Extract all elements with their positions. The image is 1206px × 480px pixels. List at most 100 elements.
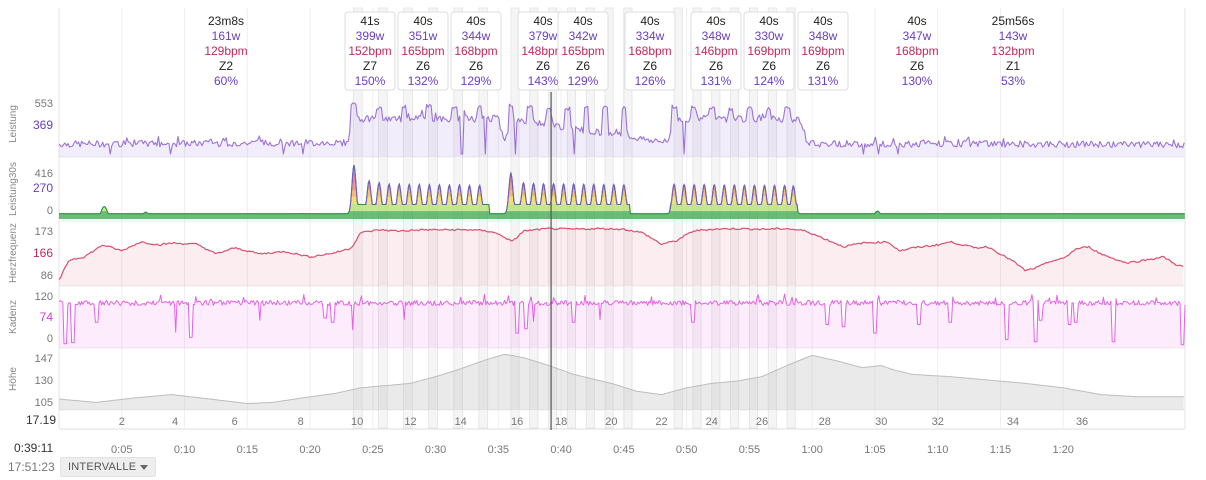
series-line-hoehe bbox=[58, 354, 1184, 404]
interval-power: 334w bbox=[636, 29, 665, 43]
p30-peak-outline-5 bbox=[404, 183, 413, 205]
p30-zone-0 bbox=[59, 211, 1185, 219]
interval-power: 161w bbox=[212, 29, 241, 43]
interval-hr: 165bpm bbox=[561, 44, 604, 58]
interval-label-box bbox=[344, 11, 396, 91]
chevron-down-icon bbox=[140, 465, 148, 470]
interval-label-box bbox=[690, 11, 742, 91]
p30-peak-outline-9 bbox=[445, 183, 454, 205]
p30-peak-outline-3 bbox=[384, 182, 393, 205]
interval-label-box bbox=[557, 11, 609, 91]
series-line-herzfrequenz bbox=[58, 227, 1184, 280]
interval-zone: Z1 bbox=[1006, 59, 1020, 73]
time-tick-11: 1:00 bbox=[801, 444, 822, 456]
distance-tick-10: 22 bbox=[655, 416, 667, 428]
distance-tick-11: 24 bbox=[706, 416, 718, 428]
p30-peak-outline-6 bbox=[414, 183, 423, 205]
p30-peak-outline-31 bbox=[730, 183, 739, 205]
time-tick-5: 0:30 bbox=[425, 444, 446, 456]
interval-hr: 168bpm bbox=[454, 44, 497, 58]
time-tick-2: 0:15 bbox=[237, 444, 258, 456]
distance-tick-14: 30 bbox=[875, 416, 887, 428]
p30-peak-outline-11 bbox=[465, 184, 474, 205]
p30-peak-outline-4 bbox=[394, 182, 403, 205]
y-tick-hoehe-1: 130 bbox=[35, 375, 53, 387]
intervals-dropdown-label: INTERVALLE bbox=[68, 461, 137, 473]
time-tick-12: 1:05 bbox=[864, 444, 885, 456]
time-tick-14: 1:15 bbox=[990, 444, 1011, 456]
interval-pct: 60% bbox=[214, 74, 238, 88]
time-tick-3: 0:20 bbox=[299, 444, 320, 456]
distance-tick-17: 36 bbox=[1076, 416, 1088, 428]
y-tick-kadenz-0: 120 bbox=[35, 291, 53, 303]
axis-title-leistung: Leistung bbox=[8, 105, 19, 143]
distance-tick-8: 18 bbox=[555, 416, 567, 428]
p30-peak-outline-7 bbox=[424, 183, 434, 205]
interval-pct: 131% bbox=[701, 74, 732, 88]
interval-pct: 126% bbox=[635, 74, 666, 88]
interval-duration: 40s bbox=[759, 14, 778, 28]
interval-zone: Z6 bbox=[469, 59, 483, 73]
time-tick-1: 0:10 bbox=[174, 444, 195, 456]
interval-power: 330w bbox=[755, 29, 784, 43]
p30-peak-outline-21 bbox=[589, 182, 599, 205]
series-area-hoehe bbox=[59, 354, 1184, 410]
interval-label-box bbox=[743, 11, 795, 91]
interval-pct: 124% bbox=[754, 74, 785, 88]
interval-label-box bbox=[624, 11, 676, 91]
distance-tick-1: 4 bbox=[172, 416, 178, 428]
interval-pct: 132% bbox=[408, 74, 439, 88]
interval-duration: 23m8s bbox=[208, 14, 244, 28]
interval-hr: 132bpm bbox=[991, 44, 1034, 58]
distance-tick-2: 6 bbox=[232, 416, 238, 428]
interval-hr: 165bpm bbox=[401, 44, 444, 58]
interval-power: 344w bbox=[462, 29, 491, 43]
interval-pct: 150% bbox=[355, 74, 386, 88]
interval-hr: 169bpm bbox=[801, 44, 844, 58]
time-tick-9: 0:50 bbox=[676, 444, 697, 456]
intervals-dropdown[interactable]: INTERVALLE bbox=[60, 457, 156, 477]
interval-duration: 40s bbox=[466, 14, 485, 28]
interval-labels: 23m8s161w129bpmZ260%41s399w152bpmZ7150%4… bbox=[204, 11, 1035, 91]
time-tick-15: 1:20 bbox=[1053, 444, 1074, 456]
p30-peak-outline-12 bbox=[475, 184, 484, 205]
interval-duration: 41s bbox=[360, 14, 379, 28]
p30-peak-outline-34 bbox=[760, 184, 769, 205]
time-tick-0: 0:05 bbox=[111, 444, 132, 456]
interval-duration: 40s bbox=[573, 14, 592, 28]
interval-zone: Z6 bbox=[576, 59, 590, 73]
y-tick-herzfrequenz-0: 173 bbox=[35, 226, 53, 238]
distance-tick-7: 16 bbox=[511, 416, 523, 428]
p30-peak-outline-15 bbox=[529, 182, 538, 205]
interval-pct: 129% bbox=[568, 74, 599, 88]
series-line-kadenz bbox=[58, 293, 1186, 346]
time-tick-10: 0:55 bbox=[739, 444, 760, 456]
y-tick-leistung30s-2: 0 bbox=[47, 205, 53, 217]
interval-zone: Z7 bbox=[363, 59, 377, 73]
interval-hr: 152bpm bbox=[348, 44, 391, 58]
interval-hr: 148bpm bbox=[521, 44, 564, 58]
clock-time-readout: 17:51:23 bbox=[8, 460, 55, 474]
y-tick-herzfrequenz-2: 86 bbox=[41, 270, 53, 282]
interval-zone: Z6 bbox=[910, 59, 924, 73]
axis-title-kadenz: Kadenz bbox=[8, 300, 19, 334]
interval-duration: 40s bbox=[706, 14, 725, 28]
interval-hr: 168bpm bbox=[895, 44, 938, 58]
series-line-leistung bbox=[58, 102, 1185, 155]
distance-tick-6: 14 bbox=[455, 416, 467, 428]
p30-peak-outline-30 bbox=[719, 183, 729, 205]
distance-start-label: 17.19 bbox=[26, 413, 57, 427]
